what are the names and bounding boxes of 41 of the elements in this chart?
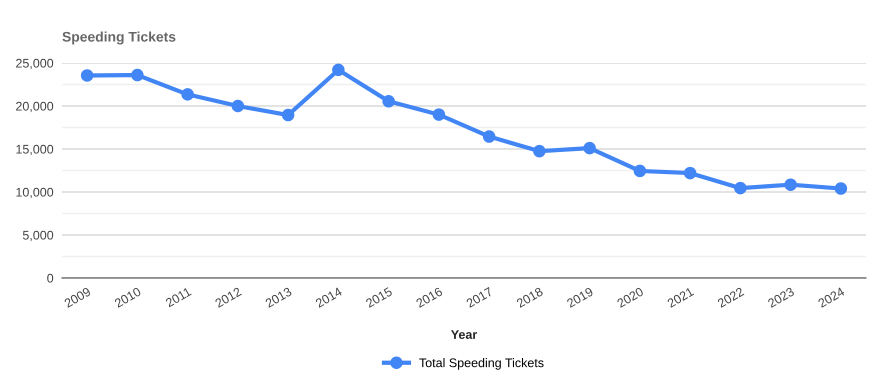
x-tick-label: 2017 — [466, 286, 494, 308]
point — [432, 108, 446, 121]
point — [684, 166, 696, 180]
point — [634, 164, 646, 178]
point — [834, 182, 848, 195]
y-tick-label: 10,000 — [16, 188, 54, 198]
x-tick-label: 2016 — [416, 286, 443, 308]
point — [734, 182, 747, 194]
y-tick-label: 15,000 — [16, 144, 54, 156]
point — [181, 88, 194, 101]
x-tick-label: 2019 — [566, 286, 594, 308]
point — [382, 95, 395, 108]
x-axis-title: Year — [451, 330, 478, 339]
x-tick-label: 2024 — [818, 286, 846, 308]
y-tick-label: 25,000 — [16, 58, 54, 70]
chart-title: Speeding Tickets — [62, 31, 176, 45]
point — [282, 108, 294, 122]
x-tick-label: 2020 — [616, 286, 644, 308]
x-tick-label: 2011 — [165, 286, 192, 308]
x-tick-label: 2015 — [365, 286, 393, 308]
point — [583, 142, 596, 154]
point — [232, 100, 244, 112]
point — [332, 64, 345, 76]
point — [482, 130, 496, 143]
x-tick-label: 2014 — [315, 286, 343, 308]
x-tick-label: 2010 — [114, 286, 142, 308]
x-tick-label: 2018 — [516, 286, 544, 308]
x-tick-label: 2009 — [64, 286, 92, 308]
legend-label: Total Speeding Tickets — [419, 358, 544, 370]
x-tick-label: 2022 — [717, 286, 744, 308]
point — [80, 69, 94, 82]
x-tick-label: 2012 — [214, 286, 242, 308]
x-tick-label: 2023 — [767, 286, 795, 308]
point — [533, 144, 546, 158]
x-tick-label: 2013 — [264, 286, 292, 308]
x-tick-label: 2021 — [666, 286, 694, 308]
point — [784, 178, 797, 191]
y-tick-label: 20,000 — [16, 102, 54, 112]
y-tick-label: 5,000 — [22, 230, 54, 242]
point — [131, 68, 144, 82]
y-tick-label: 0 — [47, 274, 54, 283]
